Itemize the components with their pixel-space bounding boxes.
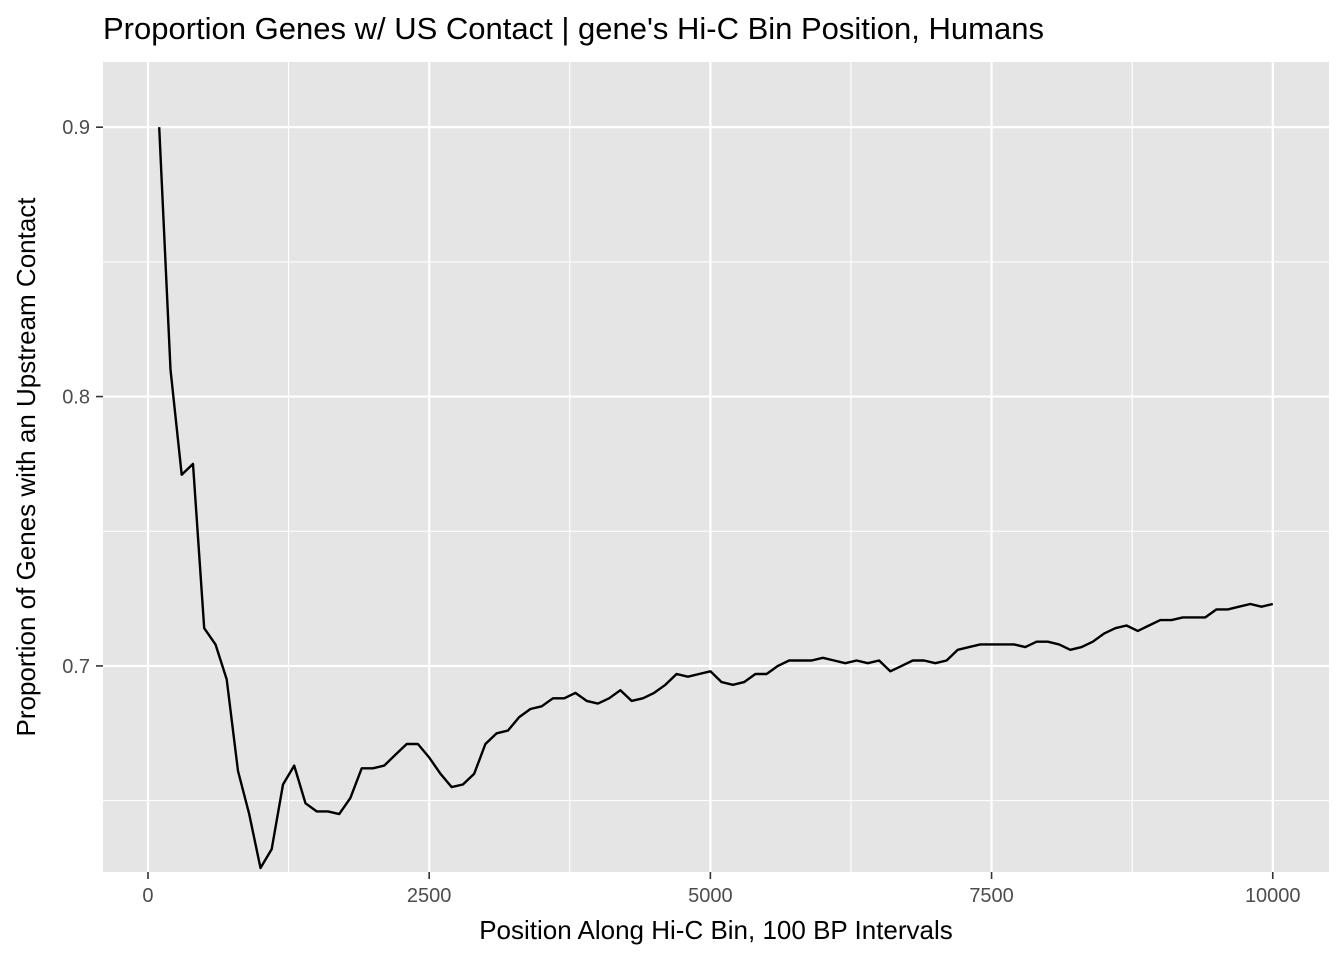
- x-axis-ticks: 0 2500 5000 7500 10000: [142, 872, 1301, 907]
- major-gridlines: [103, 62, 1329, 872]
- plot-panel: [103, 62, 1329, 872]
- y-tick-label: 0.9: [62, 117, 90, 139]
- x-tick-label: 5000: [688, 885, 733, 907]
- x-tick-label: 7500: [969, 885, 1014, 907]
- x-tick-label: 0: [142, 885, 153, 907]
- y-tick-label: 0.8: [62, 387, 90, 409]
- y-axis-ticks: 0.7 0.8 0.9: [62, 117, 103, 678]
- minor-gridlines: [103, 62, 1329, 872]
- chart-title: Proportion Genes w/ US Contact | gene's …: [103, 11, 1044, 46]
- y-axis-title: Proportion of Genes with an Upstream Con…: [11, 197, 41, 737]
- data-line: [158, 127, 1274, 870]
- x-tick-label: 10000: [1245, 885, 1301, 907]
- y-tick-label: 0.7: [62, 656, 90, 678]
- x-tick-label: 2500: [407, 885, 452, 907]
- x-axis-title: Position Along Hi-C Bin, 100 BP Interval…: [479, 915, 953, 945]
